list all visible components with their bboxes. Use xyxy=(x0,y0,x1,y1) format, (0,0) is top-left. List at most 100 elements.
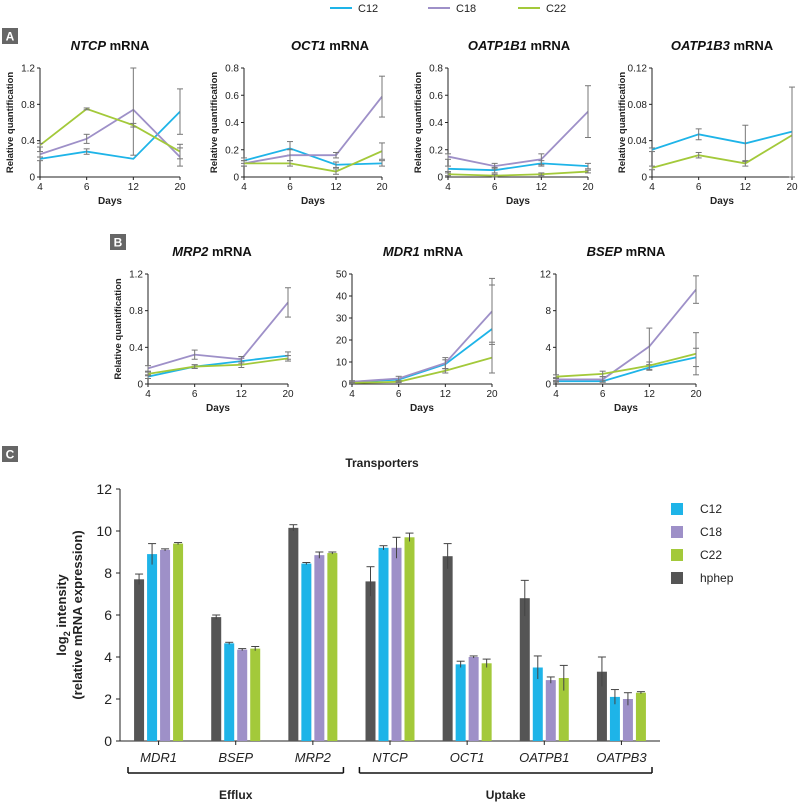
bar-legend-label-hphep: hphep xyxy=(700,571,734,585)
x-tick-label: 6 xyxy=(192,389,198,400)
y-tick-label: 0.6 xyxy=(225,91,239,102)
x-tick-label: 6 xyxy=(396,389,402,400)
series-line-c22 xyxy=(651,134,793,169)
bar-legend-label-c22: C22 xyxy=(700,548,722,562)
bar-category-label-oatpb1: OATPB1 xyxy=(519,750,569,765)
x-tick-label: 6 xyxy=(600,389,606,400)
bar-c18-ntcp xyxy=(391,547,402,741)
panel-letter-b: B xyxy=(114,236,123,250)
y-tick-label: 0 xyxy=(437,173,443,184)
bar-c22-oatpb1 xyxy=(558,678,569,741)
chart-title-mdr1: MDR1 mRNA xyxy=(383,244,464,259)
bar-c18-oatpb3 xyxy=(622,699,633,741)
x-axis-label: Days xyxy=(614,403,638,414)
bar-c22-oatpb3 xyxy=(635,692,646,741)
x-tick-label: 20 xyxy=(582,182,594,193)
y-tick-label: 40 xyxy=(336,292,348,303)
bar-y-label-line1: log2 intensity xyxy=(54,573,72,655)
bar-y-tick-label: 6 xyxy=(104,607,112,623)
chart-title-gene: BSEP xyxy=(587,244,623,259)
chart-title-gene: NTCP xyxy=(71,38,107,53)
y-tick-label: 0 xyxy=(641,173,647,184)
y-tick-label: 1.2 xyxy=(21,64,35,75)
x-tick-label: 12 xyxy=(740,182,752,193)
x-tick-label: 20 xyxy=(282,389,294,400)
x-tick-label: 12 xyxy=(128,182,140,193)
x-axis-label: Days xyxy=(301,196,325,207)
bar-category-label-mdr1: MDR1 xyxy=(140,750,177,765)
bar-c12-mrp2 xyxy=(301,563,312,741)
bar-legend-swatch-c18 xyxy=(671,526,683,538)
bar-c22-oct1 xyxy=(481,663,492,741)
y-tick-label: 0.6 xyxy=(429,91,443,102)
chart-title-gene: MRP2 xyxy=(172,244,209,259)
x-tick-label: 20 xyxy=(376,182,388,193)
x-tick-label: 4 xyxy=(37,182,43,193)
x-tick-label: 12 xyxy=(440,389,452,400)
chart-title-ntcp: NTCP mRNA xyxy=(71,38,150,53)
bar-legend-label-c12: C12 xyxy=(700,502,722,516)
y-tick-label: 10 xyxy=(336,358,348,369)
y-tick-label: 0 xyxy=(137,380,143,391)
chart-title-suffix: mRNA xyxy=(208,244,252,259)
bar-hphep-oatpb1 xyxy=(519,598,530,741)
bar-y-tick-label: 10 xyxy=(96,523,112,539)
bar-c12-oct1 xyxy=(455,664,466,741)
series-line-c22 xyxy=(351,356,493,384)
bar-hphep-mrp2 xyxy=(288,527,299,741)
bar-c12-ntcp xyxy=(378,547,389,741)
bar-hphep-mdr1 xyxy=(134,579,145,741)
x-tick-label: 4 xyxy=(241,182,247,193)
series-line-c18 xyxy=(39,108,181,158)
bar-y-tick-label: 12 xyxy=(96,481,112,497)
legend-label-c18: C18 xyxy=(456,3,476,15)
bar-y-tick-label: 4 xyxy=(104,649,112,665)
x-tick-label: 4 xyxy=(349,389,355,400)
chart-title-gene: MDR1 xyxy=(383,244,420,259)
series-line-c22 xyxy=(39,107,181,153)
bar-hphep-bsep xyxy=(211,617,222,741)
series-line-c22 xyxy=(244,150,383,173)
series-line-c18 xyxy=(147,301,289,370)
bar-c12-bsep xyxy=(224,643,235,741)
bar-y-label-line2: (relative mRNA expression) xyxy=(70,530,85,699)
chart-title-oct1: OCT1 mRNA xyxy=(291,38,370,53)
line-charts: NTCP mRNA 0 0.4 0.8 1.2 4 6 12 20 Days Relative qu… xyxy=(5,38,798,414)
y-tick-label: 0.4 xyxy=(21,136,35,147)
group-label-efflux: Efflux xyxy=(219,788,253,802)
x-axis-label: Days xyxy=(506,196,530,207)
chart-title-suffix: mRNA xyxy=(326,38,370,53)
chart-title-mrp2: MRP2 mRNA xyxy=(172,244,252,259)
series-line-c18 xyxy=(243,96,383,165)
bar-chart-title: Transporters xyxy=(345,456,419,470)
y-tick-label: 8 xyxy=(545,306,551,317)
x-tick-label: 20 xyxy=(690,389,702,400)
bar-c18-bsep xyxy=(237,649,248,741)
y-tick-label: 12 xyxy=(540,270,552,281)
x-tick-label: 6 xyxy=(696,182,702,193)
y-tick-label: 0 xyxy=(545,380,551,391)
panel-letter-a: A xyxy=(6,30,15,44)
y-tick-label: 0.8 xyxy=(21,100,35,111)
top-legend: C12 C18 C22 xyxy=(330,3,566,15)
y-tick-label: 0.2 xyxy=(225,145,239,156)
panel-letter-c: C xyxy=(6,448,15,462)
x-tick-label: 4 xyxy=(553,389,559,400)
y-tick-label: 0.04 xyxy=(628,136,648,147)
chart-title-suffix: mRNA xyxy=(106,38,150,53)
x-tick-label: 4 xyxy=(145,389,151,400)
bar-c12-mdr1 xyxy=(147,554,158,741)
ylabel-log: log xyxy=(54,636,69,656)
chart-title-suffix: mRNA xyxy=(730,38,774,53)
bar-c22-mrp2 xyxy=(327,553,338,741)
series-line-c18 xyxy=(351,310,493,383)
bar-y-tick-label: 2 xyxy=(104,691,112,707)
line-chart-oatp1b3: OATP1B3 mRNA 0 0.04 0.08 0.12 4 6 12 20 Days Relat… xyxy=(617,38,798,207)
bar-c22-mdr1 xyxy=(173,543,184,741)
series-line-c12 xyxy=(556,356,697,383)
y-tick-label: 0.4 xyxy=(225,118,239,129)
series-line-c22 xyxy=(447,170,589,177)
